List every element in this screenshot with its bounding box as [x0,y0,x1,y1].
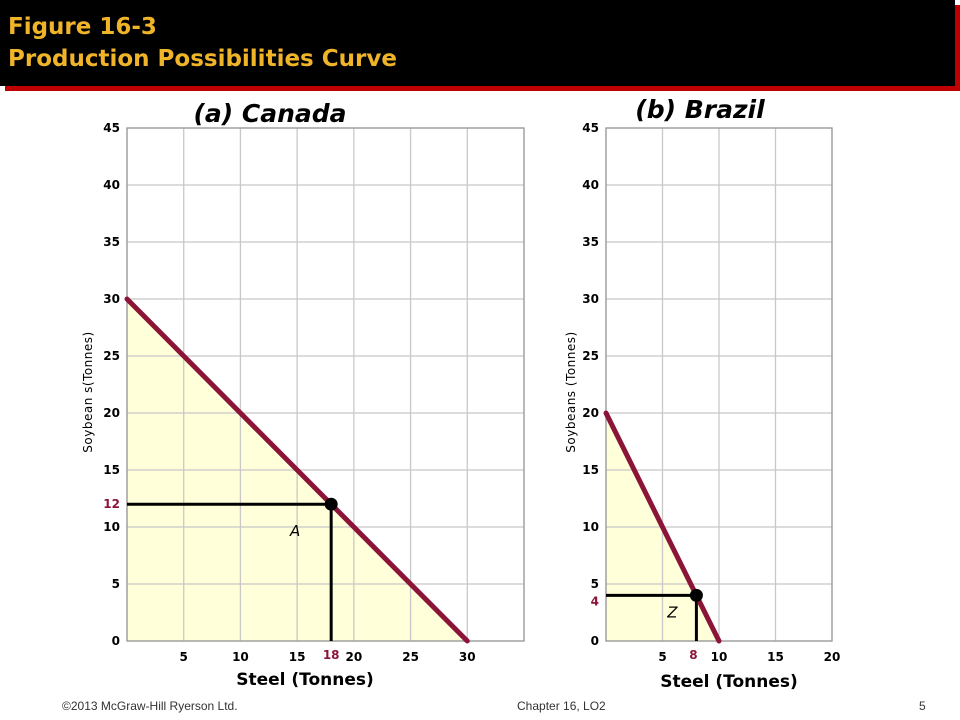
canada-y-tick-label: 25 [103,349,120,363]
brazil-point-marker [689,588,703,602]
canada-y-tick-label: 20 [103,406,120,420]
figure-title: Production Possibilities Curve [8,46,397,72]
brazil-y-tick-label: 10 [582,520,599,534]
brazil-x-axis-label: Steel (Tonnes) [660,672,798,692]
brazil-ppc-line [603,410,722,644]
brazil-x-tick-label: 20 [824,650,841,664]
canada-y-tick-label: 10 [103,520,120,534]
brazil-y-tick-label: 45 [582,121,599,135]
canada-x-tick-label: 15 [289,650,306,664]
canada-x-axis-label: Steel (Tonnes) [236,670,374,690]
canada-point-marker [324,497,338,511]
canada-point-y-value: 12 [103,497,120,511]
brazil-x-tick-label: 5 [658,650,666,664]
brazil-point-y-value: 4 [591,594,599,608]
brazil-y-tick-label: 30 [582,292,599,306]
brazil-y-tick-label: 20 [582,406,599,420]
canada-y-tick-label: 40 [103,178,120,192]
brazil-y-axis-label: Soybeans (Tonnes) [564,331,578,452]
canada-y-tick-label: 15 [103,463,120,477]
brazil-point-label: Z [666,603,678,621]
canada-point-x-value: 18 [323,648,340,662]
canada-y-tick-label: 45 [103,121,120,135]
copyright-text: ©2013 McGraw-Hill Ryerson Ltd. [62,699,238,713]
page-number: 5 [919,699,926,713]
canada-plot-frame [126,127,525,642]
title-bar: Figure 16-3 Production Possibilities Cur… [0,0,955,86]
brazil-y-tick-label: 35 [582,235,599,249]
figure-number: Figure 16-3 [8,14,157,40]
brazil-x-tick-label: 10 [711,650,728,664]
canada-y-tick-label: 0 [112,634,120,648]
brazil-y-tick-label: 40 [582,178,599,192]
canada-x-tick-label: 20 [346,650,363,664]
brazil-y-tick-label: 0 [591,634,599,648]
chapter-text: Chapter 16, LO2 [517,699,606,713]
canada-point-label: A [289,522,300,540]
canada-ppc-line [124,296,470,644]
canada-y-tick-label: 5 [112,577,120,591]
canada-x-tick-label: 25 [402,650,419,664]
brazil-y-tick-label: 5 [591,577,599,591]
canada-panel-title: (a) Canada [193,99,346,128]
canada-x-tick-label: 5 [180,650,188,664]
canada-y-tick-label: 30 [103,292,120,306]
brazil-y-tick-label: 15 [582,463,599,477]
brazil-panel-title: (b) Brazil [635,95,765,124]
brazil-x-tick-label: 15 [767,650,784,664]
brazil-y-tick-label: 25 [582,349,599,363]
brazil-point-x-value: 8 [689,648,697,662]
canada-x-tick-label: 30 [459,650,476,664]
canada-y-tick-label: 35 [103,235,120,249]
canada-x-tick-label: 10 [232,650,249,664]
canada-y-axis-label: Soybean s(Tonnes) [81,331,95,452]
